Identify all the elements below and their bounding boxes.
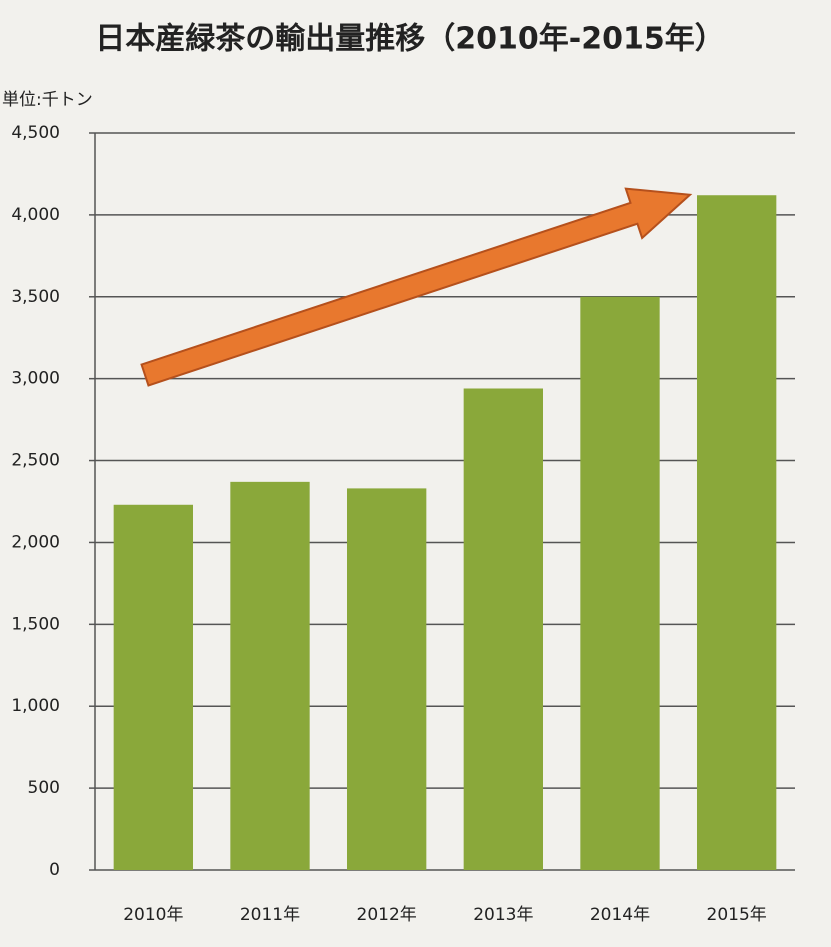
y-tick-label: 500 xyxy=(28,778,60,798)
y-tick-label: 3,000 xyxy=(11,369,60,389)
y-tick-label: 1,000 xyxy=(11,696,60,716)
x-tick-label: 2014年 xyxy=(590,905,650,925)
overlay xyxy=(140,187,693,387)
bar xyxy=(230,481,310,870)
plot-area: 0 500 1,000 1,500 2,000 2,500 3,000 3,500 4,000 4… xyxy=(11,123,795,925)
x-tick-label: 2010年 xyxy=(123,905,183,925)
trend-arrow xyxy=(140,187,693,387)
y-axis-label: 単位:千トン xyxy=(2,90,93,110)
y-tick-label: 4,500 xyxy=(11,123,60,143)
x-tick-label: 2011年 xyxy=(240,905,300,925)
x-tick-label: 2012年 xyxy=(357,905,417,925)
bar xyxy=(697,195,777,871)
bar xyxy=(113,504,193,870)
bar xyxy=(580,296,660,870)
y-tick-label: 3,500 xyxy=(11,287,60,307)
y-tick-label: 2,000 xyxy=(11,532,60,552)
y-tick-label: 0 xyxy=(49,860,60,880)
x-tick-label: 2015年 xyxy=(707,905,767,925)
y-tick-label: 1,500 xyxy=(11,614,60,634)
chart-title: 日本産緑茶の輸出量推移（2010年-2015年） xyxy=(95,22,724,57)
y-tick-label: 2,500 xyxy=(11,451,60,471)
x-tick-label: 2013年 xyxy=(473,905,533,925)
bar xyxy=(347,488,427,870)
bar xyxy=(463,388,543,870)
y-tick-label: 4,000 xyxy=(11,205,60,225)
